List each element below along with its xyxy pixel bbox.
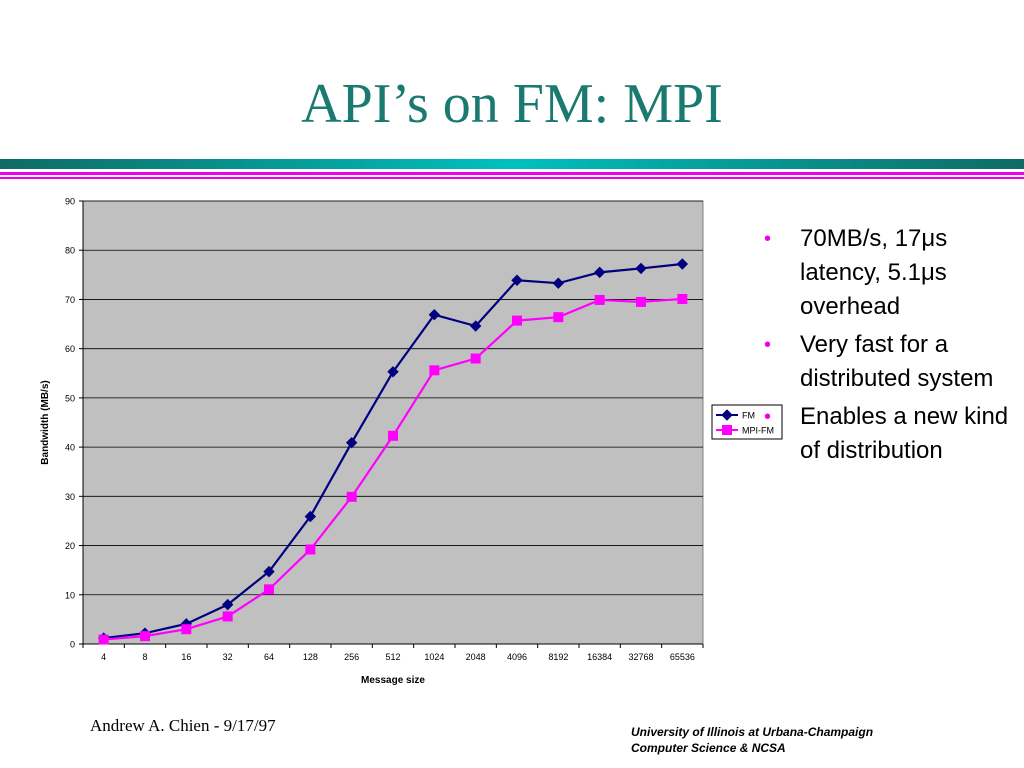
data-point-fm [387, 366, 399, 378]
x-tick-label: 1024 [424, 652, 444, 662]
bandwidth-chart: 0 10 20 30 40 50 60 70 80 90 4 8 16 32 64 128 256 512 1024… [30, 190, 790, 700]
bullet-icon: • [764, 228, 772, 250]
data-point-mpi-fm [140, 631, 150, 642]
y-tick-label: 10 [65, 590, 75, 600]
bullet-item: • 70MB/s, 17μs latency, 5.1μs overhead [760, 222, 1010, 324]
chart-svg: 0 10 20 30 40 50 60 70 80 90 4 8 16 32 64 128 256 512 1024… [40, 197, 783, 686]
data-point-fm [511, 274, 523, 286]
data-point-fm [469, 320, 482, 332]
title-rule-magenta-1 [0, 172, 1024, 175]
data-point-mpi-fm [181, 624, 192, 635]
x-tick-label: 8192 [548, 652, 568, 662]
y-tick-label: 70 [65, 295, 75, 305]
bullet-text: Enables a new kind of distribution [800, 403, 1009, 464]
y-tick-label: 20 [65, 541, 75, 551]
y-tick-label: 90 [65, 197, 75, 207]
x-tick-label: 256 [344, 652, 359, 662]
data-point-mpi-fm [305, 544, 316, 555]
data-point-mpi-fm [264, 584, 274, 595]
data-point-mpi-fm [636, 296, 646, 307]
data-point-fm [263, 565, 275, 578]
data-point-fm [428, 308, 441, 321]
x-tick-label: 65536 [670, 652, 695, 662]
data-point-fm [552, 277, 565, 289]
bullet-text: Very fast for a distributed system [800, 331, 994, 392]
bullet-item: • Enables a new kind of distribution [760, 400, 1010, 468]
footer-affiliation: University of Illinois at Urbana-Champai… [631, 724, 873, 756]
y-tick-label: 80 [65, 246, 75, 256]
bullet-list: • 70MB/s, 17μs latency, 5.1μs overhead • V… [760, 222, 1010, 472]
slide-title: API’s on FM: MPI [301, 73, 723, 135]
data-point-fm [304, 510, 317, 523]
bullet-icon: • [764, 334, 772, 356]
x-tick-label: 512 [385, 652, 400, 662]
data-point-mpi-fm [346, 491, 357, 502]
y-tick-label: 30 [65, 492, 75, 502]
data-point-mpi-fm [98, 634, 109, 645]
title-rule-magenta-2 [0, 177, 1024, 179]
y-tick-label: 40 [65, 443, 75, 453]
y-tick-label: 50 [65, 393, 75, 403]
footer-affiliation-line2: Computer Science & NCSA [631, 741, 786, 755]
y-axis-label: Bandwidth (MB/s) [40, 380, 51, 464]
legend-label-fm: FM [742, 411, 755, 421]
data-point-fm [345, 436, 358, 449]
legend-marker-mpi-fm [722, 425, 732, 435]
plot-area [82, 200, 704, 645]
bullet-icon: • [764, 406, 772, 428]
legend-label-mpi-fm: MPI-FM [742, 426, 774, 436]
data-point-mpi-fm [470, 353, 481, 364]
legend-marker-fm [721, 409, 733, 421]
x-tick-label: 2048 [466, 652, 486, 662]
x-tick-label: 128 [303, 652, 318, 662]
data-point-fm [676, 258, 689, 270]
y-tick-label: 0 [70, 640, 75, 650]
footer-author: Andrew A. Chien - 9/17/97 [90, 716, 276, 735]
data-point-mpi-fm [553, 312, 564, 323]
data-point-mpi-fm [429, 365, 440, 376]
data-point-mpi-fm [594, 294, 605, 305]
bullet-item: • Very fast for a distributed system [760, 328, 1010, 396]
data-point-mpi-fm [222, 611, 233, 622]
bullet-text: 70MB/s, 17μs latency, 5.1μs overhead [800, 225, 948, 320]
y-tick-label: 60 [65, 344, 75, 354]
data-point-fm [221, 598, 234, 611]
x-tick-label: 32768 [628, 652, 653, 662]
footer-affiliation-line1: University of Illinois at Urbana-Champai… [631, 725, 874, 739]
x-tick-label: 4 [101, 652, 106, 662]
data-point-mpi-fm [677, 293, 688, 304]
x-tick-label: 32 [223, 652, 233, 662]
x-tick-label: 8 [142, 652, 147, 662]
x-tick-label: 64 [264, 652, 274, 662]
data-point-mpi-fm [512, 315, 522, 326]
x-tick-label: 16384 [587, 652, 612, 662]
data-point-fm [593, 266, 606, 279]
x-tick-label: 16 [181, 652, 191, 662]
x-tick-label: 4096 [507, 652, 527, 662]
x-axis-label: Message size [361, 675, 425, 686]
data-point-mpi-fm [388, 430, 398, 441]
title-rule-top [0, 159, 1024, 169]
data-point-fm [635, 262, 647, 275]
